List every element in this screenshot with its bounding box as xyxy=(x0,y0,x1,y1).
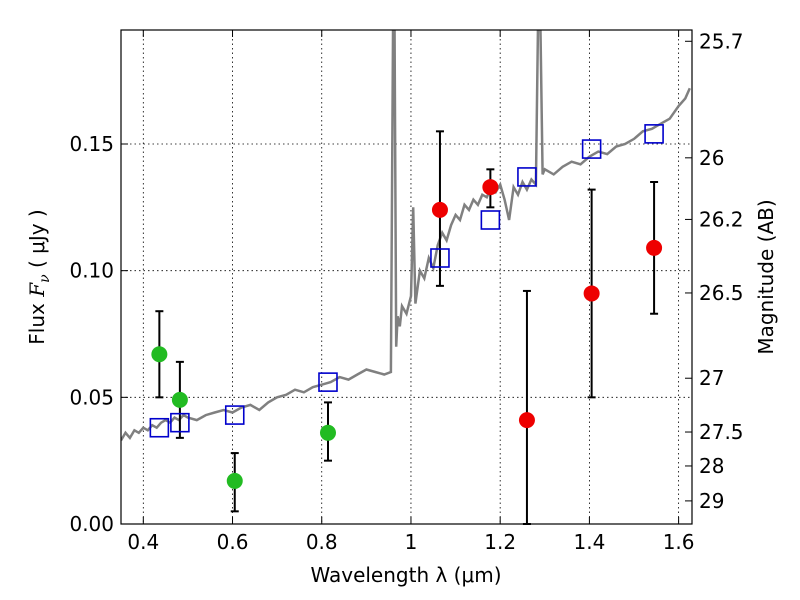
observed-point xyxy=(226,472,243,489)
x-tick-label: 1 xyxy=(405,530,418,554)
x-tick-label: 1.6 xyxy=(663,530,695,554)
grid xyxy=(121,30,692,524)
y-axis-title-prefix: Flux xyxy=(25,297,49,345)
observed-point xyxy=(482,179,499,196)
model-square-marker xyxy=(644,124,664,144)
plot-frame xyxy=(120,29,693,525)
x-tick-label: 0.8 xyxy=(306,530,338,554)
ticks xyxy=(121,30,692,525)
x-tick-label: 0.4 xyxy=(127,530,159,554)
y-tick-label: 0.15 xyxy=(69,132,114,156)
model-square-marker xyxy=(318,372,338,392)
observed-point xyxy=(319,424,336,441)
y2-tick-label: 28 xyxy=(699,454,724,478)
observed-point xyxy=(583,285,600,302)
x-tick-label: 0.6 xyxy=(217,530,249,554)
y-axis-title-suffix: ( μJy ) xyxy=(25,209,49,274)
y-tick-label: 0.05 xyxy=(69,385,114,409)
model-square-marker xyxy=(224,405,245,425)
y2-tick-label: 27 xyxy=(699,366,724,390)
model-square-marker xyxy=(480,210,501,230)
y-axis-title: Flux Fν ( μJy ) xyxy=(25,209,53,344)
y2-tick-label: 25.7 xyxy=(699,29,744,53)
y-tick-label: 0.10 xyxy=(69,259,114,283)
y-tick-label: 0.00 xyxy=(69,512,114,536)
observed-point xyxy=(151,346,168,363)
model-square-marker xyxy=(430,248,450,268)
observed-point xyxy=(171,391,188,408)
y2-tick-label: 29 xyxy=(699,489,724,513)
y2-tick-label: 26 xyxy=(699,146,724,170)
observed-point xyxy=(431,201,448,218)
plot-background xyxy=(121,30,692,524)
observed-point xyxy=(518,412,535,429)
template-spectrum-line xyxy=(121,30,691,442)
observed-point xyxy=(646,239,663,256)
markers xyxy=(149,124,664,489)
x-tick-label: 1.2 xyxy=(484,530,516,554)
y2-axis-title: Magnitude (AB) xyxy=(754,199,778,354)
y2-tick-label: 26.2 xyxy=(699,207,744,231)
model-square-marker xyxy=(149,417,170,438)
y-axis-title-subscript: ν xyxy=(37,274,53,283)
model-square-marker xyxy=(581,139,602,159)
tick-labels: 0.4 0.6 0.8 1 1.2 1.4 1.6 0.00 0.05 0.10 0.15 25.7 2… xyxy=(69,29,743,554)
model-square-marker xyxy=(170,412,190,433)
y-axis-title-symbol: F xyxy=(25,282,49,298)
y2-tick-label: 26.5 xyxy=(699,281,744,305)
model-square-marker xyxy=(517,167,537,187)
x-tick-label: 1.4 xyxy=(573,530,605,554)
x-axis-title: Wavelength λ (μm) xyxy=(310,563,501,587)
y2-tick-label: 27.5 xyxy=(699,420,744,444)
